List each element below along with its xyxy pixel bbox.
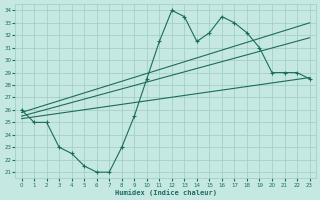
X-axis label: Humidex (Indice chaleur): Humidex (Indice chaleur) (115, 189, 217, 196)
